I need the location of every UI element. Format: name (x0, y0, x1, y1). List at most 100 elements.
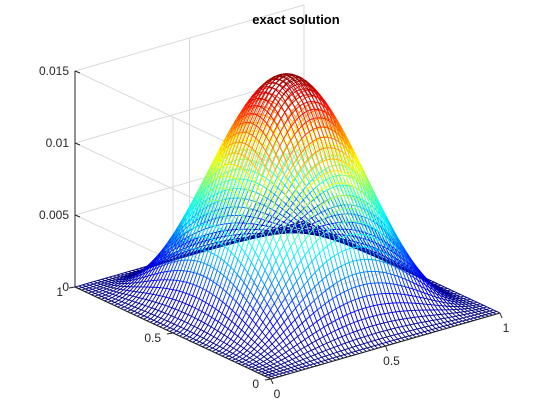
mesh-line (311, 342, 316, 349)
mesh-line (263, 353, 269, 358)
mesh-line (207, 204, 212, 214)
mesh-line (253, 141, 258, 151)
mesh-line (138, 271, 143, 277)
mesh-line (241, 312, 247, 321)
mesh-line (286, 337, 291, 343)
mesh-line (213, 192, 219, 196)
mesh-line (245, 363, 249, 366)
mesh-line (110, 284, 115, 288)
mesh-line (254, 162, 259, 173)
mesh-line (253, 98, 259, 106)
mesh-line (237, 154, 243, 167)
mesh-line (298, 173, 303, 181)
mesh-line (197, 319, 202, 322)
mesh-line (159, 287, 164, 296)
mesh-line (243, 184, 248, 190)
mesh-line (247, 108, 252, 117)
mesh-line (247, 338, 252, 345)
mesh-line (209, 279, 214, 283)
mesh-line (302, 362, 307, 365)
mesh-line (279, 146, 284, 155)
mesh-line (251, 338, 256, 343)
mesh-line (244, 267, 249, 273)
mesh-line (281, 351, 286, 356)
mesh-line (238, 216, 244, 229)
mesh-line (260, 347, 265, 352)
mesh-line (201, 249, 205, 251)
mesh-line (212, 225, 216, 227)
mesh-line (214, 242, 219, 247)
mesh-line (258, 336, 263, 342)
mesh-line (219, 223, 224, 226)
mesh-line (244, 170, 248, 174)
mesh-line (252, 319, 257, 325)
mesh-line (229, 129, 234, 139)
mesh-line (277, 303, 282, 310)
mesh-line (232, 288, 238, 299)
mesh-line (227, 222, 232, 231)
mesh-line (242, 200, 247, 206)
mesh-line (109, 275, 114, 278)
mesh-line (215, 226, 219, 229)
mesh-line (308, 324, 314, 328)
mesh-line (308, 250, 313, 262)
mesh-line (306, 362, 310, 366)
mesh-line (147, 316, 151, 320)
mesh-line (206, 290, 210, 293)
mesh-line (237, 343, 241, 347)
mesh-line (263, 188, 268, 197)
mesh-line (271, 350, 276, 355)
mesh-line (149, 319, 155, 323)
mesh-line (209, 189, 215, 202)
mesh-line (245, 359, 250, 363)
mesh-line (213, 256, 219, 269)
mesh-line (238, 243, 243, 249)
mesh-line (284, 357, 289, 362)
mesh-line (193, 261, 198, 273)
mesh-line (235, 292, 241, 302)
mesh-line (298, 364, 303, 368)
mesh-line (228, 206, 234, 220)
mesh-line (282, 337, 288, 342)
mesh-line (269, 365, 274, 368)
mesh-line (231, 142, 237, 154)
mesh-line (206, 277, 211, 281)
mesh-line (105, 291, 110, 294)
mesh-line (128, 299, 133, 302)
mesh-line (220, 334, 225, 341)
mesh-line (259, 128, 264, 133)
mesh-line (232, 354, 237, 358)
mesh-line (132, 268, 137, 271)
mesh-line (264, 343, 269, 348)
mesh-line (297, 332, 302, 337)
mesh-line (310, 286, 315, 292)
mesh-line (183, 281, 187, 283)
mesh-line (233, 179, 238, 193)
mesh-line (257, 236, 261, 238)
mesh-line (249, 209, 254, 217)
mesh-line (153, 279, 158, 288)
mesh-line (137, 312, 142, 315)
mesh-line (202, 200, 207, 210)
mesh-line (225, 351, 230, 355)
mesh-line (184, 312, 189, 316)
mesh-line (126, 286, 131, 291)
mesh-line (306, 185, 312, 191)
mesh-line (232, 297, 237, 302)
mesh-line (228, 152, 233, 155)
mesh-line (89, 283, 94, 286)
mesh-line (131, 305, 136, 308)
mesh-line (133, 282, 138, 288)
mesh-line (231, 330, 235, 334)
mesh-line (221, 313, 226, 317)
mesh-line (206, 326, 212, 334)
mesh-line (194, 225, 200, 238)
mesh-line (229, 204, 234, 208)
mesh-line (143, 315, 148, 318)
mesh-line (240, 181, 245, 186)
mesh-line (311, 261, 316, 273)
mesh-line (275, 84, 280, 90)
mesh-line (290, 319, 296, 325)
mesh-line (119, 286, 125, 290)
